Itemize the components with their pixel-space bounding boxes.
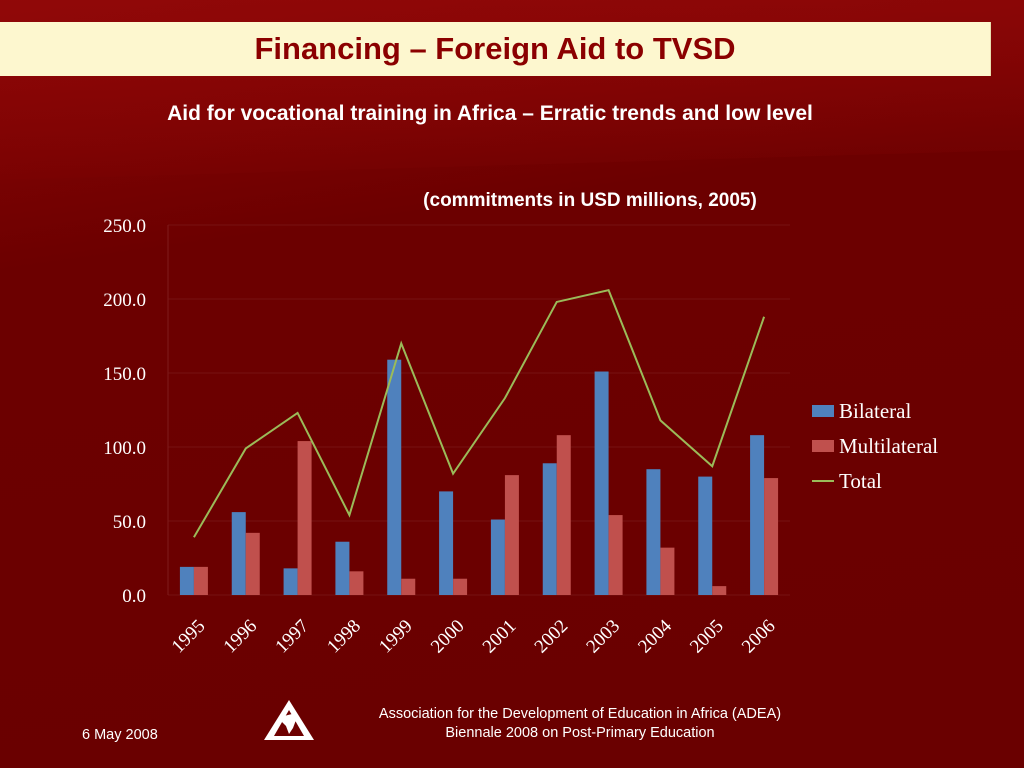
x-tick-label: 2001 <box>479 616 521 658</box>
title-bar: Financing – Foreign Aid to TVSD <box>0 22 991 76</box>
x-tick-label: 2004 <box>634 615 676 657</box>
multilateral-bar <box>712 586 727 595</box>
multilateral-bar <box>401 578 416 595</box>
footer-line-2: Biennale 2008 on Post-Primary Education <box>445 725 715 741</box>
legend-label-multilateral: Multilateral <box>839 434 938 458</box>
legend-label-bilateral: Bilateral <box>839 399 911 423</box>
bilateral-bar <box>646 469 661 595</box>
y-tick-label: 150.0 <box>103 364 146 385</box>
y-tick-label: 200.0 <box>103 290 146 311</box>
bilateral-bar <box>490 519 505 595</box>
multilateral-bar <box>245 532 260 595</box>
x-tick-label: 1996 <box>220 616 262 658</box>
slide-subtitle: Aid for vocational training in Africa – … <box>167 102 813 125</box>
x-tick-label: 2002 <box>531 616 573 658</box>
x-tick-label: 1997 <box>271 616 313 658</box>
multilateral-bar <box>193 566 208 595</box>
legend-label-total: Total <box>839 469 882 493</box>
y-tick-label: 250.0 <box>103 216 146 237</box>
multilateral-bar <box>556 435 571 595</box>
x-tick-label: 1995 <box>168 616 210 658</box>
multilateral-bar <box>453 578 468 595</box>
multilateral-bar <box>608 515 623 595</box>
bilateral-bar <box>283 568 298 595</box>
multilateral-bar <box>764 478 779 595</box>
bilateral-bar <box>698 476 713 595</box>
legend-swatch-multilateral <box>812 440 834 452</box>
y-tick-label: 0.0 <box>122 586 146 607</box>
footer-line-1: Association for the Development of Educa… <box>378 706 782 722</box>
legend-swatch-bilateral <box>812 405 834 417</box>
multilateral-bar <box>349 571 364 595</box>
y-tick-label: 100.0 <box>103 438 146 459</box>
x-tick-label: 2006 <box>738 616 780 658</box>
multilateral-bar <box>660 547 675 595</box>
bilateral-bar <box>231 512 246 595</box>
slide-title: Financing – Foreign Aid to TVSD <box>254 31 736 66</box>
bilateral-bar <box>750 435 765 595</box>
x-tick-label: 1998 <box>323 616 365 658</box>
bilateral-bar <box>594 371 609 595</box>
x-tick-label: 1999 <box>375 616 417 658</box>
bilateral-bar <box>542 463 557 595</box>
bilateral-bar <box>335 541 350 595</box>
total-line <box>193 288 766 538</box>
bilateral-bar <box>179 566 194 595</box>
bilateral-bar <box>387 359 402 595</box>
footer-organization: Association for the Development of Educa… <box>320 705 840 743</box>
x-tick-label: 2003 <box>582 616 624 658</box>
bilateral-bar <box>439 491 454 595</box>
adea-logo-icon <box>264 700 314 740</box>
chart-title: (commitments in USD millions, 2005) <box>423 190 757 211</box>
footer-date: 6 May 2008 <box>82 727 158 743</box>
x-tick-label: 2000 <box>427 616 469 658</box>
y-tick-label: 50.0 <box>113 512 146 533</box>
multilateral-bar <box>297 441 312 595</box>
multilateral-bar <box>504 475 519 595</box>
x-tick-label: 2005 <box>686 616 728 658</box>
